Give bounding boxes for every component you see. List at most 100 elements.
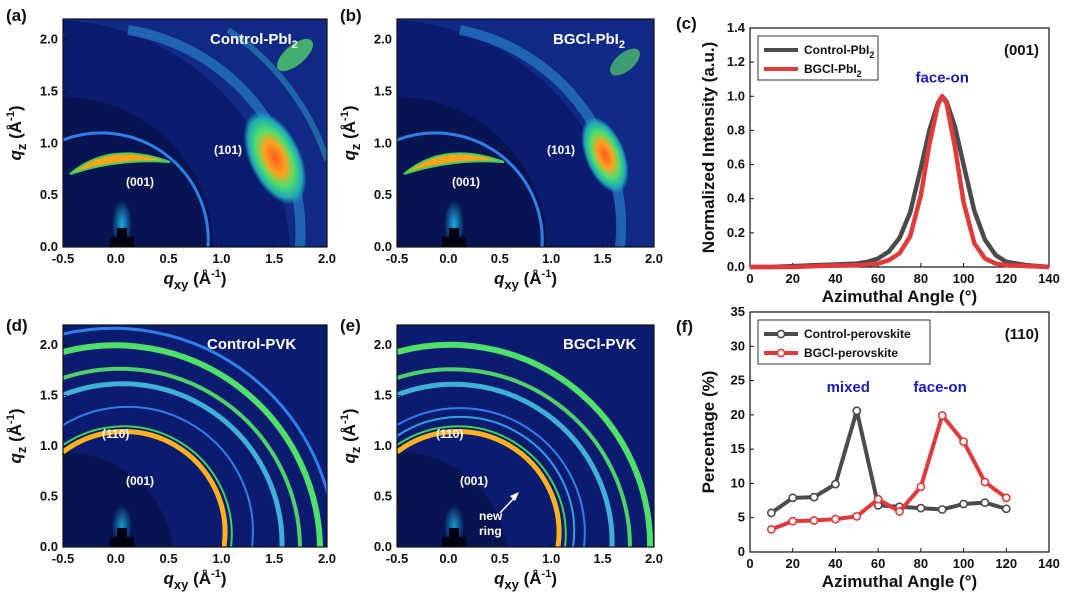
series-f-0-point — [916, 503, 926, 513]
map-b-ring — [397, 131, 544, 247]
map-b-peak-001 — [403, 152, 505, 175]
chart-c-legend-label: Control-PbI2 — [804, 43, 874, 60]
map-a-ytick-label: 1.0 — [40, 135, 58, 150]
map-d-ring-3 — [63, 381, 285, 547]
map-e-xtick-label: 2.0 — [645, 551, 663, 566]
map-b-frame — [396, 18, 655, 248]
map-b-ytick-label: 0.5 — [374, 187, 392, 202]
panel-a-peak-101: (101) — [214, 143, 242, 157]
panel-d-peak-110: (110) — [102, 427, 129, 441]
chart-c-xlabel: Azimuthal Angle (°) — [822, 287, 977, 306]
map-a-ytick-label: 2.0 — [40, 32, 58, 47]
map-e-xtick-label: 1.0 — [542, 551, 560, 566]
panel-e: (e) BGCl-PVK (110) (001) new ring — [340, 316, 655, 548]
series-f-1-point — [916, 482, 926, 492]
map-b-ytick-label: 2.0 — [374, 32, 392, 47]
panel-f-letter: (f) — [676, 317, 693, 336]
map-e-ring-new — [397, 415, 576, 547]
panel-e-peak-110: (110) — [436, 427, 463, 441]
series-f-0-point — [980, 498, 990, 508]
chart-f-ytick-label: 35 — [731, 304, 745, 319]
panel-a-letter: (a) — [6, 6, 27, 25]
chart-c-xtick-label: 40 — [828, 271, 842, 286]
panel-c-letter: (c) — [676, 14, 697, 33]
map-d-beamstop — [110, 528, 134, 547]
map-d-ring-5 — [63, 342, 323, 547]
map-b-ylabel: qz (Å-1) — [339, 105, 363, 160]
chart-f-ytick-label: 25 — [731, 373, 745, 388]
series-f-1-point — [873, 494, 883, 504]
chart-f-legend-label: Control-perovskite — [804, 327, 911, 341]
chart-f-ytick-label: 10 — [731, 475, 745, 490]
map-b-xtick-label: 1.0 — [542, 251, 560, 266]
chart-c-ytick-label: 0.8 — [727, 122, 745, 137]
map-b-ytick-label: 1.5 — [374, 84, 392, 99]
map-e-inner-dark — [397, 451, 507, 547]
map-d-ring-1b — [63, 425, 233, 547]
chart-c-xtick-label: 140 — [1038, 271, 1060, 286]
map-e-ytick-label: 1.5 — [374, 388, 392, 403]
chart-f-xtick-label: 20 — [785, 556, 799, 571]
panel-b: (b) BGCl-PbI2 (101) (001) — [340, 6, 655, 248]
chart-c-ylabel: Normalized Intensity (a.u.) — [699, 42, 718, 254]
chart-c-ytick-label: 0.6 — [727, 157, 745, 172]
chart-f-legend — [757, 319, 931, 365]
panel-b-title: BGCl-PbI2 — [553, 31, 625, 51]
chart-f-xtick-label: 120 — [995, 556, 1017, 571]
map-a-ring-101 — [127, 25, 306, 247]
map-b-xtick-label: 1.5 — [594, 251, 612, 266]
chart-c-legend-label: BGCl-PbI2 — [804, 62, 862, 79]
map-a-peak-001 — [69, 152, 171, 175]
map-e-xlabel: qxy (Å-1) — [494, 568, 557, 592]
chart-f-ytick-label: 20 — [731, 407, 745, 422]
map-a-xlabel: qxy (Å-1) — [164, 268, 227, 292]
map-a-beamstop — [110, 228, 134, 247]
chart-f-legend-marker — [776, 329, 786, 339]
chart-c-ytick-label: 0.2 — [727, 225, 745, 240]
chart-c-xtick-label: 100 — [953, 271, 975, 286]
map-a-outer-haze — [63, 19, 327, 247]
panel-e-peak-001: (001) — [460, 474, 488, 488]
series-f-1-point — [788, 516, 798, 526]
series-f-0-point — [766, 508, 776, 518]
map-a-xtick-label: 1.0 — [212, 251, 230, 266]
map-d-ring-4 — [63, 366, 302, 547]
map-b-inner-dark — [397, 97, 547, 247]
series-f-0-point — [852, 406, 862, 416]
map-b-ytick-label: 1.0 — [374, 135, 392, 150]
series-f-0-point — [937, 505, 947, 514]
map-d-ytick-label: 2.0 — [40, 337, 58, 352]
map-e-xtick-label: -0.5 — [386, 551, 408, 566]
map-e-ring-3 — [397, 381, 615, 547]
map-e-xtick-label: 1.5 — [594, 551, 612, 566]
panel-e-letter: (e) — [340, 316, 361, 335]
series-f-1-point — [959, 437, 968, 446]
chart-f-annotation-mixed: mixed — [827, 379, 870, 396]
map-e-ytick-label: 0.5 — [374, 489, 392, 504]
series-f-0-point — [788, 493, 798, 503]
chart-c-xtick-label: 120 — [995, 271, 1017, 286]
map-d-ylabel: qz (Å-1) — [5, 408, 29, 463]
map-e-xtick-label: 0.0 — [439, 551, 457, 566]
map-e-ring-5 — [397, 341, 654, 547]
chart-f-xlabel: Azimuthal Angle (°) — [822, 572, 977, 591]
chart-f-ytick-label: 15 — [731, 441, 745, 456]
chart-f-xtick-label: 100 — [953, 556, 975, 571]
chart-c-reflection: (001) — [1004, 42, 1039, 59]
series-f-1-point — [831, 514, 840, 524]
panel-a: (a) Control-PbI2 (101) (001) — [6, 6, 328, 248]
map-d-ytick-label: 1.0 — [40, 438, 58, 453]
chart-f-xtick-label: 0 — [746, 556, 753, 571]
panel-d-title: Control-PVK — [207, 336, 296, 353]
map-e-ring-1 — [397, 428, 562, 547]
chart-c-annotation: face-on — [916, 70, 969, 87]
map-a-ytick-label: 1.5 — [40, 84, 58, 99]
map-d-xtick-label: -0.5 — [52, 551, 74, 566]
series-f-0-point — [959, 499, 968, 509]
panel-a-title: Control-PbI2 — [210, 31, 298, 51]
new-ring-arrowhead — [510, 492, 519, 501]
panel-d-letter: (d) — [6, 316, 28, 335]
chart-f-ytick-label: 0 — [738, 544, 745, 559]
series-c-1-line — [750, 94, 1050, 270]
